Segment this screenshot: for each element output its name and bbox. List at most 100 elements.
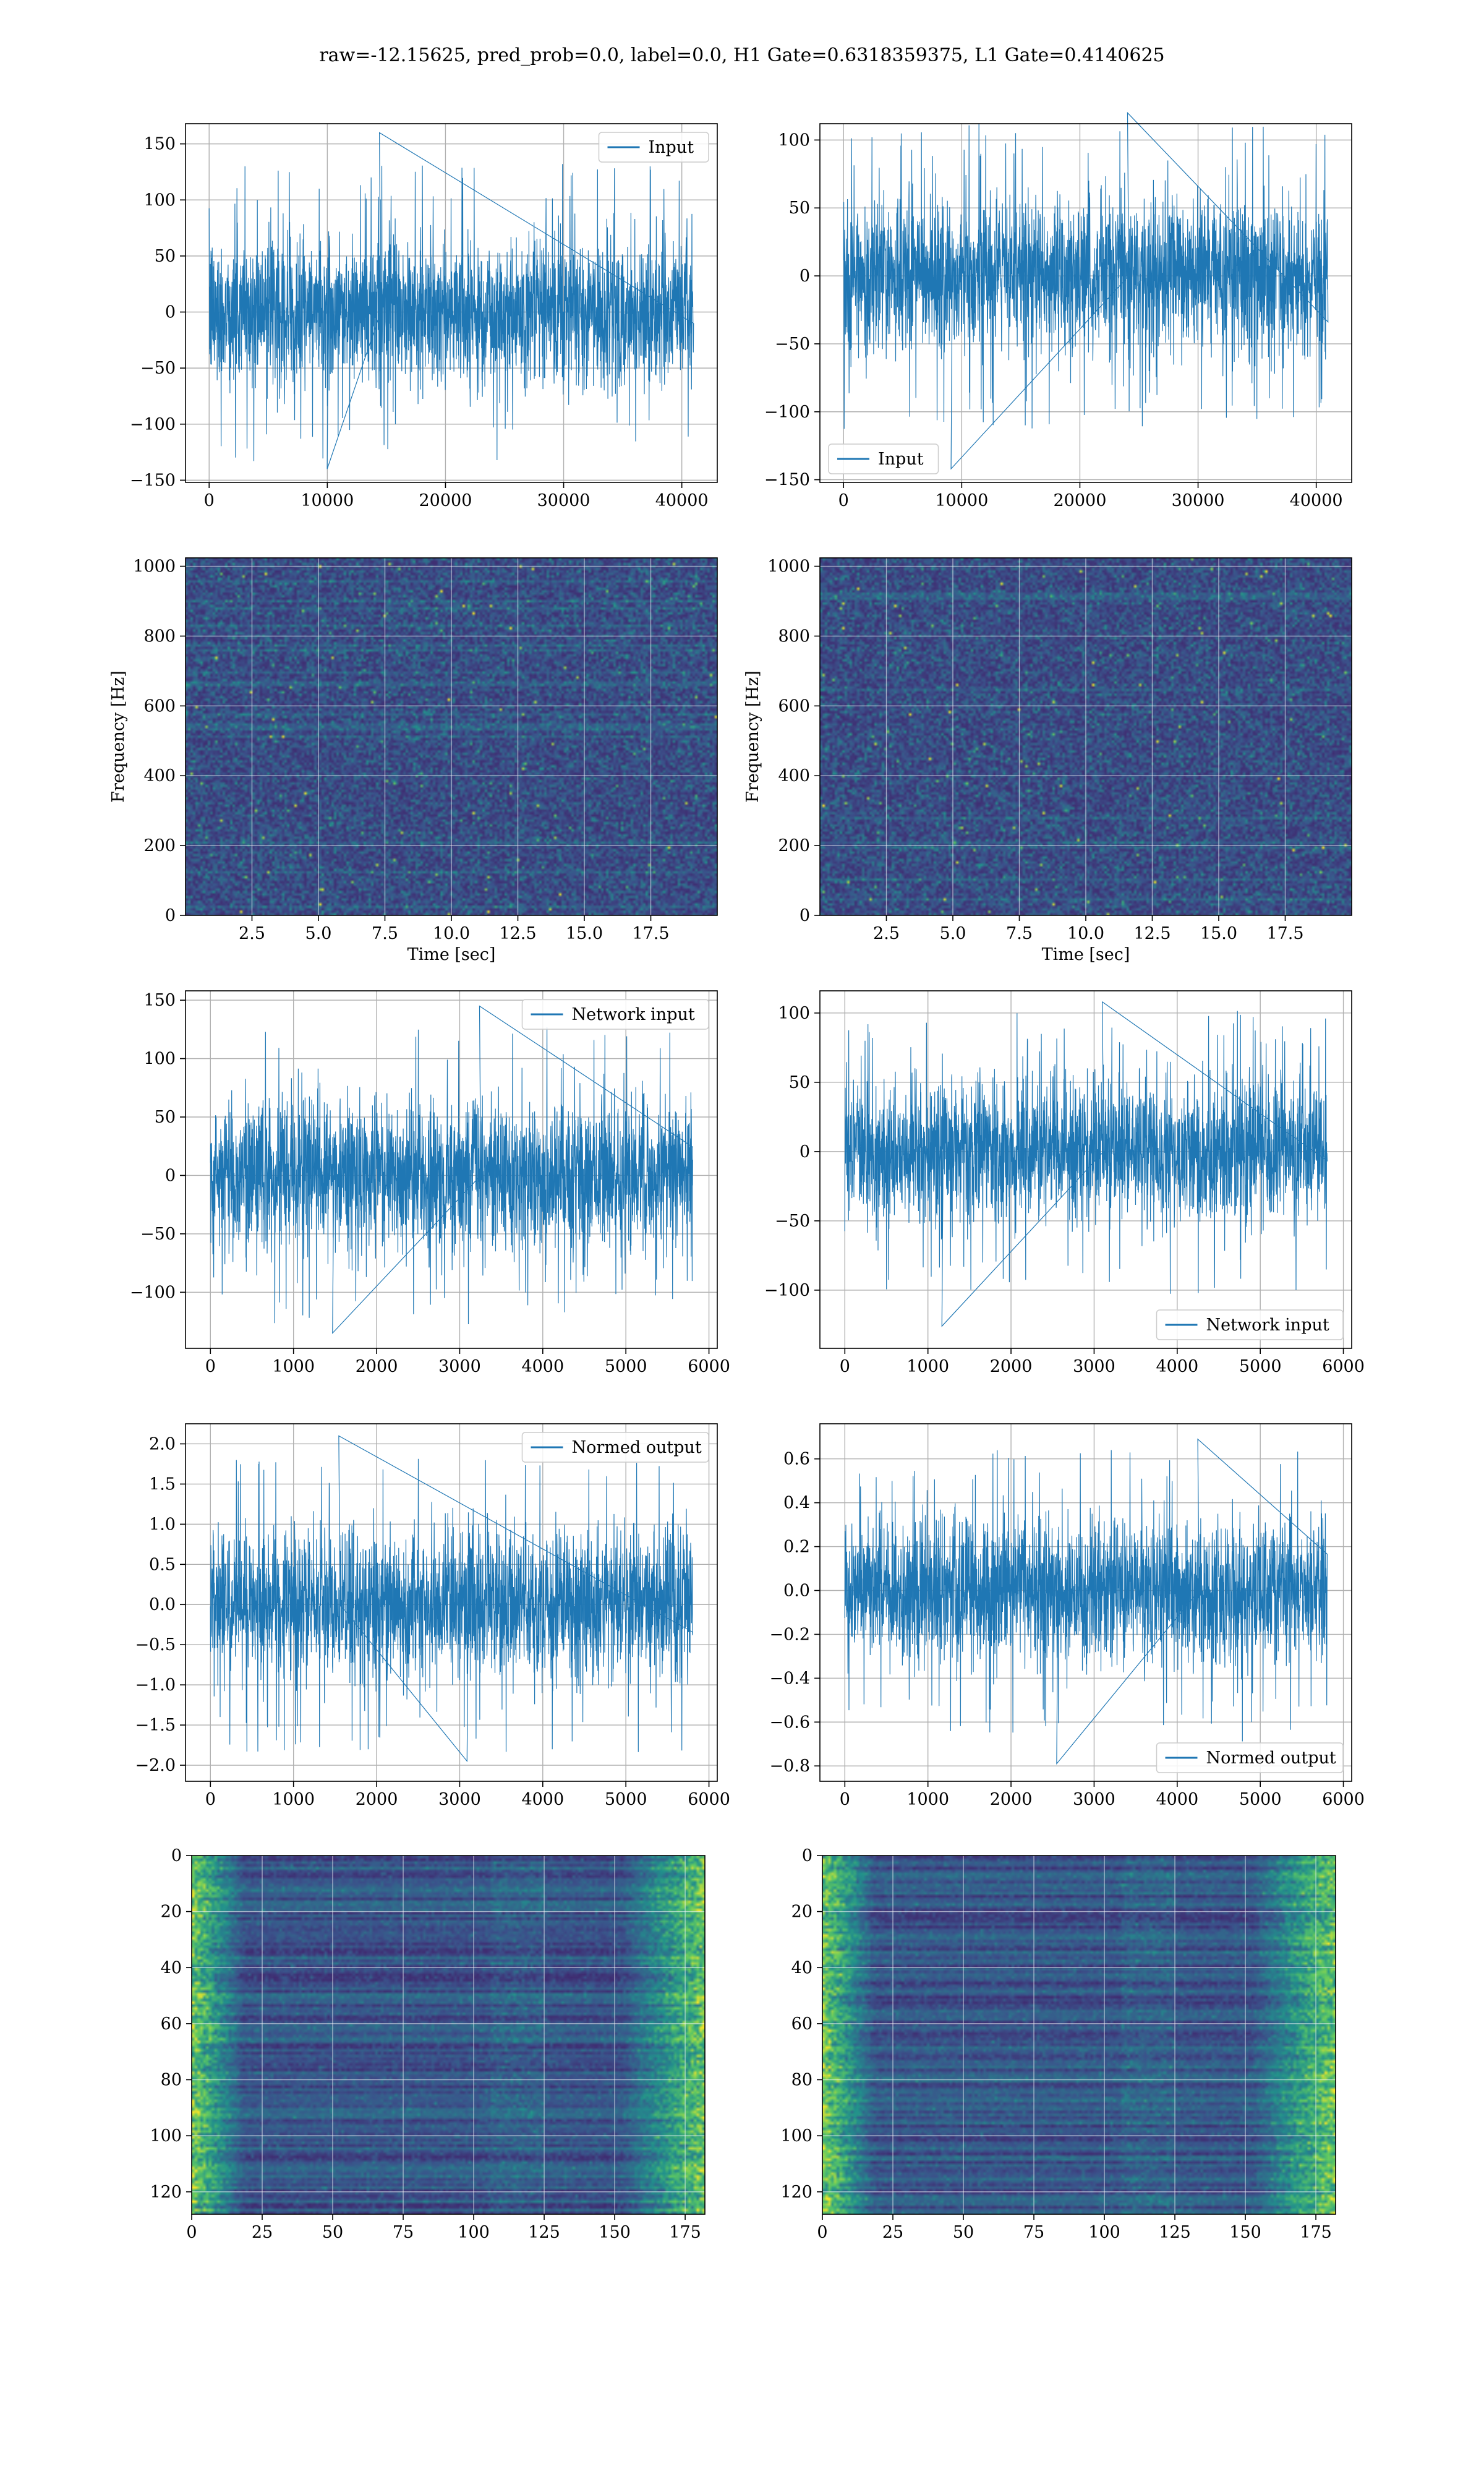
- h1-network-input-xtick-label-6: 6000: [688, 1357, 730, 1376]
- h1-spectrogram-xtick-label-2: 7.5: [372, 924, 398, 943]
- l1-input-axes-frame: [819, 123, 1352, 483]
- l1-network-input-xtick-label-1: 1000: [906, 1357, 949, 1376]
- h1-network-input-series-line: [210, 1005, 694, 1334]
- h1-network-input-chart: 0 1000 2000 3000 4000 5000 6000 −100 −50 0 50 100 15…: [130, 990, 730, 1376]
- h1-network-input-xtick-label-4: 4000: [521, 1357, 564, 1376]
- h1-normed-output-ytick-label-5: 0.5: [149, 1555, 176, 1574]
- l1-network-input-legend-label: Network input: [1206, 1316, 1329, 1335]
- h1-input-ytick-label-3: 0: [165, 303, 176, 322]
- h1-feature-map-ytick-label-6: 120: [150, 2183, 182, 2202]
- l1-normed-output-ytick-label-1: −0.6: [769, 1713, 810, 1732]
- h1-feature-map-ytick-label-2: 40: [161, 1958, 182, 1977]
- h1-spectrogram-xtick-label-1: 5.0: [305, 924, 332, 943]
- l1-network-input-xtick-label-3: 3000: [1073, 1357, 1115, 1376]
- h1-input-ytick-label-5: 100: [143, 190, 176, 210]
- h1-network-input-ytick-label-2: 0: [165, 1166, 176, 1185]
- l1-normed-output-chart: 0 1000 2000 3000 4000 5000 6000 −0.8 −0.6 −0.4 −0.…: [769, 1423, 1365, 1809]
- h1-network-input-ytick-label-5: 150: [143, 991, 176, 1010]
- l1-feature-map-xtick-label-5: 125: [1159, 2223, 1191, 2242]
- h1-feature-map-xtick-label-1: 25: [252, 2223, 273, 2242]
- h1-normed-output-xtick-label-1: 1000: [272, 1790, 315, 1809]
- h1-spectrogram-ytick-label-2: 400: [143, 766, 176, 785]
- h1-normed-output-ytick-label-1: −1.5: [135, 1716, 176, 1735]
- l1-input-xtick-label-2: 20000: [1053, 491, 1106, 510]
- l1-input-series-line: [843, 111, 1329, 470]
- l1-input-ytick-label-1: −100: [764, 403, 810, 422]
- l1-spectrogram-ytick-label-5: 1000: [767, 557, 810, 576]
- l1-input-legend-label: Input: [878, 450, 924, 469]
- h1-network-input-ytick-label-4: 100: [143, 1050, 176, 1069]
- h1-normed-output-legend-label: Normed output: [572, 1438, 702, 1457]
- l1-normed-output-xtick-label-5: 5000: [1239, 1790, 1282, 1809]
- l1-feature-map-ytick-label-6: 120: [780, 2183, 812, 2202]
- l1-normed-output-ytick-label-0: −0.8: [769, 1757, 810, 1776]
- h1-input-ytick-label-2: −50: [140, 359, 176, 378]
- l1-spectrogram-ytick-label-3: 600: [778, 696, 810, 716]
- h1-input-xtick-label-2: 20000: [419, 491, 472, 510]
- h1-feature-map-xtick-label-6: 150: [599, 2223, 631, 2242]
- l1-input-legend: Input: [828, 443, 939, 474]
- l1-spectrogram-xlabel: Time [sec]: [1042, 945, 1130, 964]
- h1-spectrogram-xlabel: Time [sec]: [407, 945, 496, 964]
- l1-normed-output-xtick-label-6: 6000: [1322, 1790, 1365, 1809]
- l1-network-input-series-line: [844, 1001, 1328, 1327]
- l1-network-input-legend: Network input: [1156, 1309, 1344, 1340]
- h1-normed-output-xtick-label-0: 0: [205, 1790, 216, 1809]
- h1-network-input-xtick-label-3: 3000: [438, 1357, 481, 1376]
- h1-feature-map-heatmap-image: [192, 1856, 705, 2214]
- l1-normed-output-legend-box: [1156, 1742, 1344, 1773]
- l1-spectrogram-ytick-label-0: 0: [800, 906, 810, 925]
- l1-input-ytick-label-2: −50: [775, 335, 810, 354]
- h1-spectrogram-ylabel: Frequency [Hz]: [109, 670, 128, 802]
- l1-feature-map-axes-frame: [822, 1855, 1336, 2215]
- l1-feature-map-ytick-label-0: 0: [802, 1846, 812, 1865]
- l1-input-xtick-label-1: 10000: [935, 491, 988, 510]
- l1-spectrogram-xtick-label-2: 7.5: [1006, 924, 1033, 943]
- h1-spectrogram-ytick-label-3: 600: [143, 696, 176, 716]
- l1-spectrogram-ylabel: Frequency [Hz]: [743, 670, 762, 802]
- h1-normed-output-ytick-label-0: −2.0: [135, 1756, 176, 1775]
- l1-network-input-ytick-label-3: 50: [789, 1073, 810, 1092]
- h1-feature-map-xtick-label-3: 75: [393, 2223, 414, 2242]
- l1-normed-output-ytick-label-3: −0.2: [769, 1625, 810, 1644]
- h1-spectrogram-ytick-label-4: 800: [143, 627, 176, 646]
- h1-feature-map-ytick-label-1: 20: [161, 1903, 182, 1922]
- l1-normed-output-legend: Normed output: [1156, 1742, 1344, 1773]
- h1-input-xtick-label-0: 0: [204, 491, 215, 510]
- h1-normed-output-chart: 0 1000 2000 3000 4000 5000 6000 −2.0 −1.5 −1.0 −0.…: [135, 1423, 730, 1809]
- l1-network-input-xtick-label-4: 4000: [1156, 1357, 1198, 1376]
- l1-network-input-ytick-label-0: −100: [764, 1281, 810, 1300]
- h1-network-input-xtick-label-2: 2000: [356, 1357, 398, 1376]
- h1-spectrogram-xtick-label-3: 10.0: [433, 924, 470, 943]
- h1-spectrogram-ytick-label-1: 200: [143, 836, 176, 855]
- l1-spectrogram-xtick-label-3: 10.0: [1067, 924, 1104, 943]
- l1-feature-map-xtick-label-6: 150: [1229, 2223, 1261, 2242]
- l1-normed-output-series-line: [844, 1438, 1328, 1765]
- l1-network-input-ytick-label-4: 100: [778, 1004, 810, 1023]
- figure-title: raw=-12.15625, pred_prob=0.0, label=0.0,…: [319, 45, 1165, 66]
- h1-feature-map-ytick-label-0: 0: [171, 1846, 182, 1865]
- l1-input-xtick-label-0: 0: [838, 491, 849, 510]
- h1-network-input-legend-box: [521, 999, 709, 1030]
- h1-feature-map-ytick-label-3: 60: [161, 2014, 182, 2034]
- h1-feature-map-xtick-label-2: 50: [322, 2223, 343, 2242]
- h1-normed-output-ytick-label-2: −1.0: [135, 1676, 176, 1695]
- l1-spectrogram-ytick-label-1: 200: [778, 836, 810, 855]
- l1-normed-output-legend-label: Normed output: [1206, 1748, 1336, 1768]
- h1-input-xtick-label-4: 40000: [655, 491, 709, 510]
- l1-normed-output-xtick-label-1: 1000: [906, 1790, 949, 1809]
- l1-input-ytick-label-5: 100: [778, 131, 810, 150]
- h1-spectrogram-xtick-label-5: 15.0: [566, 924, 603, 943]
- h1-network-input-axes-frame: [185, 990, 718, 1349]
- h1-input-chart: 0 10000 20000 30000 40000 −150 −100 −50 0 50 100 15…: [130, 123, 718, 510]
- h1-normed-output-legend-box: [521, 1432, 709, 1463]
- l1-feature-map-ytick-label-3: 60: [791, 2014, 812, 2034]
- h1-feature-map-xtick-label-5: 125: [528, 2223, 560, 2242]
- h1-network-input-legend-label: Network input: [572, 1005, 695, 1024]
- l1-normed-output-ytick-label-5: 0.2: [783, 1538, 810, 1557]
- h1-input-ytick-label-4: 50: [155, 247, 176, 266]
- h1-spectrogram-ytick-label-0: 0: [165, 906, 176, 925]
- l1-feature-map-xtick-label-4: 100: [1088, 2223, 1120, 2242]
- l1-network-input-legend-box: [1156, 1309, 1344, 1340]
